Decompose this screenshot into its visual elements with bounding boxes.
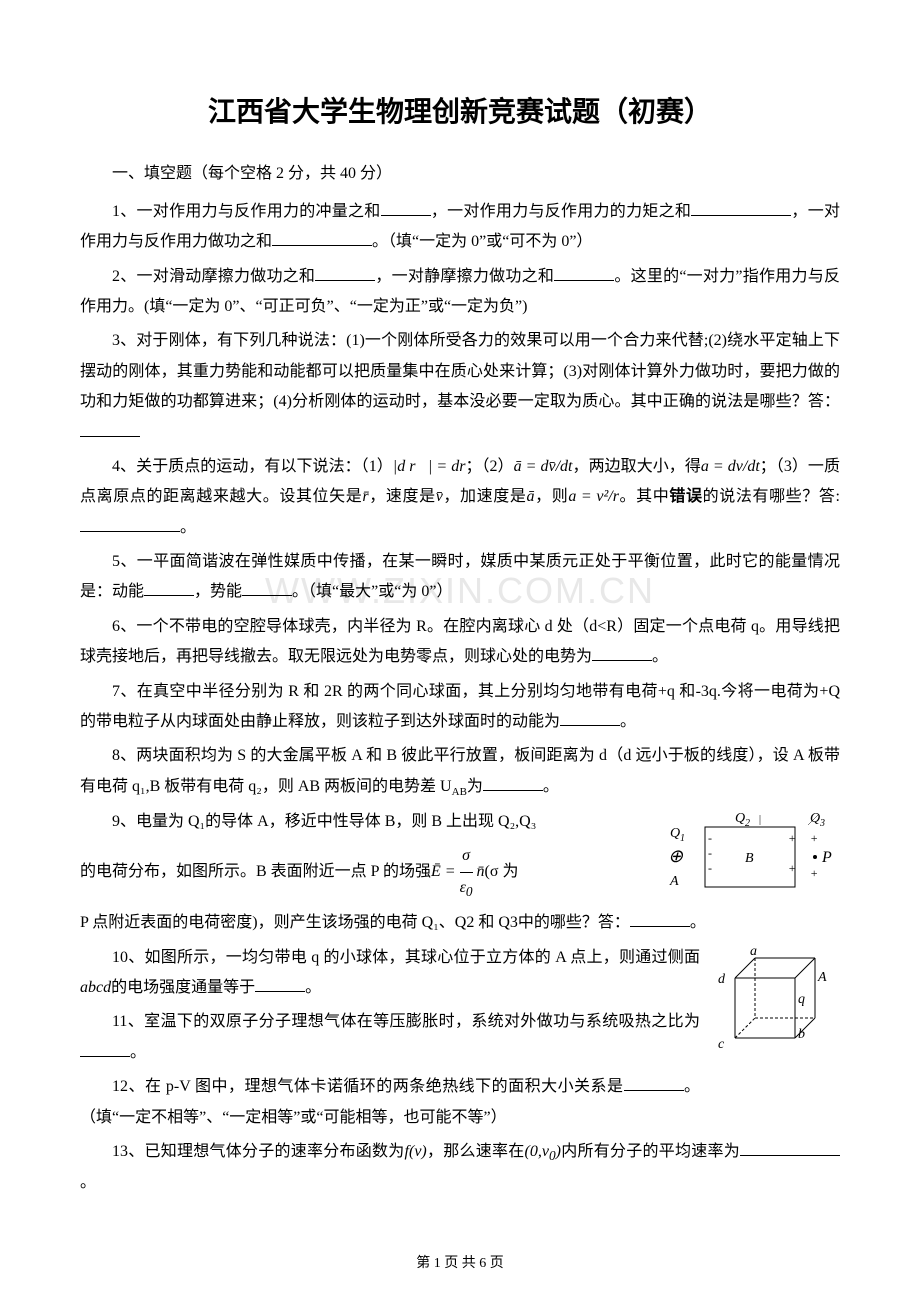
q2-mid1: ，一对静摩擦力做功之和 xyxy=(375,268,554,285)
question-12: 12、在 p-V 图中，理想气体卡诺循环的两条绝热线下的面积大小关系是。（填“一… xyxy=(80,1072,840,1133)
q4-prefix: 4、关于质点的运动，有以下说法：（1） xyxy=(112,458,393,475)
blank xyxy=(381,200,431,216)
formula: ā = dv̄/dt xyxy=(514,458,573,475)
q1-prefix: 1、一对作用力与反作用力的冲量之和 xyxy=(112,203,381,220)
label-d: d xyxy=(718,972,726,987)
q13-prefix: 13、已知理想气体分子的速率分布函数为 xyxy=(112,1143,405,1160)
label-q: q xyxy=(798,992,805,1007)
figure-10: a A d q b c xyxy=(710,943,840,1058)
blank xyxy=(272,230,372,246)
label-c: c xyxy=(718,1037,725,1052)
svg-text:+: + xyxy=(810,831,818,845)
blank xyxy=(144,580,194,596)
q3-text: 3、对于刚体，有下列几种说法：(1)一个刚体所受各力的效果可以用一个合力来代替;… xyxy=(80,332,840,410)
section-header: 一、填空题（每个空格 2 分，共 40 分） xyxy=(80,160,840,189)
blank xyxy=(740,1140,840,1156)
question-4: 4、关于质点的运动，有以下说法：（1）|d r⃗| = dr；（2）ā = dv… xyxy=(80,452,840,543)
svg-text:+: + xyxy=(810,866,818,880)
q4-mid5: ，加速度是 xyxy=(443,488,527,505)
svg-text:-: - xyxy=(708,831,712,845)
plus-icon: ⊕ xyxy=(668,846,684,866)
q7-text: 7、在真空中半径分别为 R 和 2R 的两个同心球面，其上分别均匀地带有电荷+q… xyxy=(80,683,840,730)
q4-mid4: ，速度是 xyxy=(369,488,436,505)
blank xyxy=(483,775,543,791)
q1-suffix: 。（填“一定为 0”或“可不为 0”） xyxy=(372,233,592,250)
formula: a = ν²/r xyxy=(568,488,619,505)
label-a: a xyxy=(750,944,757,959)
blank xyxy=(560,710,620,726)
blank xyxy=(255,976,305,992)
label-A: A xyxy=(669,874,679,889)
question-9-container: Q1 Q2 Q3 ⊕ A B - - - + + + P + 9、电量为 Q₁的… xyxy=(80,807,840,939)
blank xyxy=(554,265,614,281)
q9-line1: 9、电量为 Q₁的导体 A，移近中性导体 B，则 B 上出现 Q₂,Q₃ xyxy=(112,813,536,830)
figure-9: Q1 Q2 Q3 ⊕ A B - - - + + + P + xyxy=(660,807,840,907)
label-A: A xyxy=(817,970,827,985)
q10-prefix: 10、如图所示，一均匀带电 q 的小球体，其球心位于立方体的 A 点上，则通过侧… xyxy=(112,949,700,966)
q13-mid: ，那么速率在 xyxy=(427,1143,525,1160)
q10-suffix: 的电场强度通量等于 xyxy=(111,979,255,996)
label-b: b xyxy=(798,1027,805,1042)
question-2: 2、一对滑动摩擦力做功之和，一对静摩擦力做功之和。这里的“一对力”指作用力与反作… xyxy=(80,262,840,323)
formula: Ē = σε0 n̄ xyxy=(431,863,485,880)
question-10-container: a A d q b c 10、如图所示，一均匀带电 q 的小球体，其球心位于立方… xyxy=(80,943,840,1133)
q2-prefix: 2、一对滑动摩擦力做功之和 xyxy=(112,268,315,285)
question-1: 1、一对作用力与反作用力的冲量之和，一对作用力与反作用力的力矩之和，一对作用力与… xyxy=(80,197,840,258)
formula: v̄ xyxy=(436,488,443,505)
question-7: 7、在真空中半径分别为 R 和 2R 的两个同心球面，其上分别均匀地带有电荷+q… xyxy=(80,677,840,738)
question-3: 3、对于刚体，有下列几种说法：(1)一个刚体所受各力的效果可以用一个合力来代替;… xyxy=(80,326,840,448)
blank xyxy=(592,645,652,661)
q13-suffix: 内所有分子的平均速率为 xyxy=(561,1143,740,1160)
blank xyxy=(80,516,180,532)
label-Q2: Q xyxy=(735,811,745,826)
q6-text: 6、一个不带电的空腔导体球壳，内半径为 R。在腔内离球心 d 处（d<R）固定一… xyxy=(80,618,840,665)
formula: a = dν/dt xyxy=(701,458,760,475)
q10-italic: abcd xyxy=(80,979,111,996)
q4-mid1: ；（2） xyxy=(465,458,513,475)
question-5: 5、一平面简谐波在弹性媒质中传播，在某一瞬时，媒质中某质元正处于平衡位置，此时它… xyxy=(80,547,840,608)
blank xyxy=(691,200,791,216)
q8-suffix: 为 xyxy=(467,778,483,795)
q4-mid6: ，则 xyxy=(534,488,568,505)
blank xyxy=(80,421,140,437)
q9-line2-suffix: (σ 为 xyxy=(485,863,519,880)
formula: |d r⃗| = dr xyxy=(393,458,466,475)
svg-text:3: 3 xyxy=(819,818,825,829)
q11-text: 11、室温下的双原子分子理想气体在等压膨胀时，系统对外做功与系统吸热之比为 xyxy=(112,1013,700,1030)
label-Q3: Q xyxy=(810,811,820,826)
svg-text:-: - xyxy=(708,861,712,875)
formula: (0,ν0) xyxy=(525,1143,561,1160)
q5-suffix: 。（填“最大”或“为 0”） xyxy=(292,583,452,600)
label-Q1: Q xyxy=(670,826,680,841)
q12-text: 12、在 p-V 图中，理想气体卡诺循环的两条绝热线下的面积大小关系是 xyxy=(112,1078,624,1095)
q4-suffix: 。其中 xyxy=(619,488,669,505)
blank xyxy=(242,580,292,596)
q9-line2-prefix: 的电荷分布，如图所示。B 表面附近一点 P 的场强 xyxy=(80,863,431,880)
q5-mid1: ，势能 xyxy=(194,583,242,600)
svg-text:+: + xyxy=(788,831,796,845)
blank xyxy=(630,911,690,927)
question-9-line3: P 点附近表面的电荷密度)，则产生该场强的电荷 Q₁、Q2 和 Q3中的哪些？答… xyxy=(80,908,840,938)
label-P: P xyxy=(821,849,832,866)
q4-suffix2: 的说法有哪些？答: xyxy=(703,488,840,505)
blank xyxy=(315,265,375,281)
point-P xyxy=(813,855,817,859)
q4-mid2: ，两边取大小，得 xyxy=(573,458,701,475)
page-footer: 第 1 页 共 6 页 xyxy=(0,1252,920,1272)
q4-bold: 错误 xyxy=(669,488,702,505)
q8-sub: AB xyxy=(452,786,467,798)
question-6: 6、一个不带电的空腔导体球壳，内半径为 R。在腔内离球心 d 处（d<R）固定一… xyxy=(80,612,840,673)
blank xyxy=(624,1075,684,1091)
svg-text:1: 1 xyxy=(680,833,685,844)
q1-mid1: ，一对作用力与反作用力的力矩之和 xyxy=(431,203,692,220)
label-B: B xyxy=(745,851,754,866)
blank xyxy=(80,1041,130,1057)
svg-text:-: - xyxy=(708,846,712,860)
formula: f(ν) xyxy=(405,1143,427,1160)
question-8: 8、两块面积均为 S 的大金属平板 A 和 B 彼此平行放置，板间距离为 d（d… xyxy=(80,741,840,802)
question-13: 13、已知理想气体分子的速率分布函数为f(ν)，那么速率在(0,ν0)内所有分子… xyxy=(80,1137,840,1199)
q9-line3: P 点附近表面的电荷密度)，则产生该场强的电荷 Q₁、Q2 和 Q3中的哪些？答… xyxy=(80,914,630,931)
svg-text:+: + xyxy=(788,861,796,875)
page-title: 江西省大学生物理创新竞赛试题（初赛） xyxy=(80,90,840,130)
